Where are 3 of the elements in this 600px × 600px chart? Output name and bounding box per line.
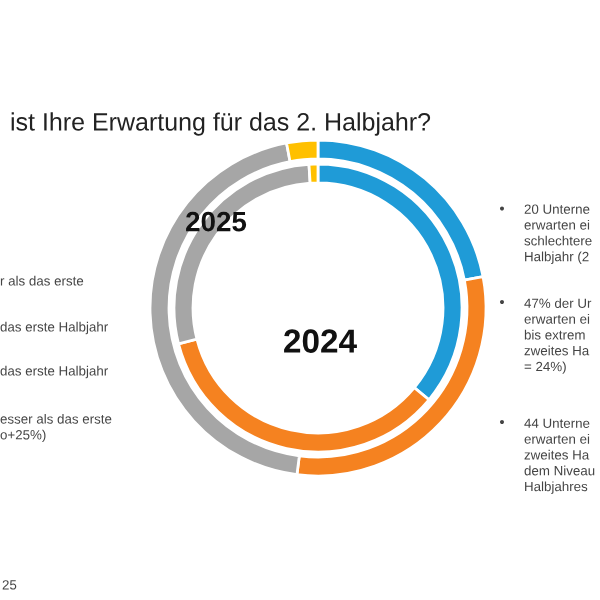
text: 2025 bbox=[186, 211, 247, 232]
text: 2024 bbox=[284, 329, 357, 353]
chart-title: ist Ihre Erwartung für das 2. Halbjahr? bbox=[11, 112, 431, 136]
